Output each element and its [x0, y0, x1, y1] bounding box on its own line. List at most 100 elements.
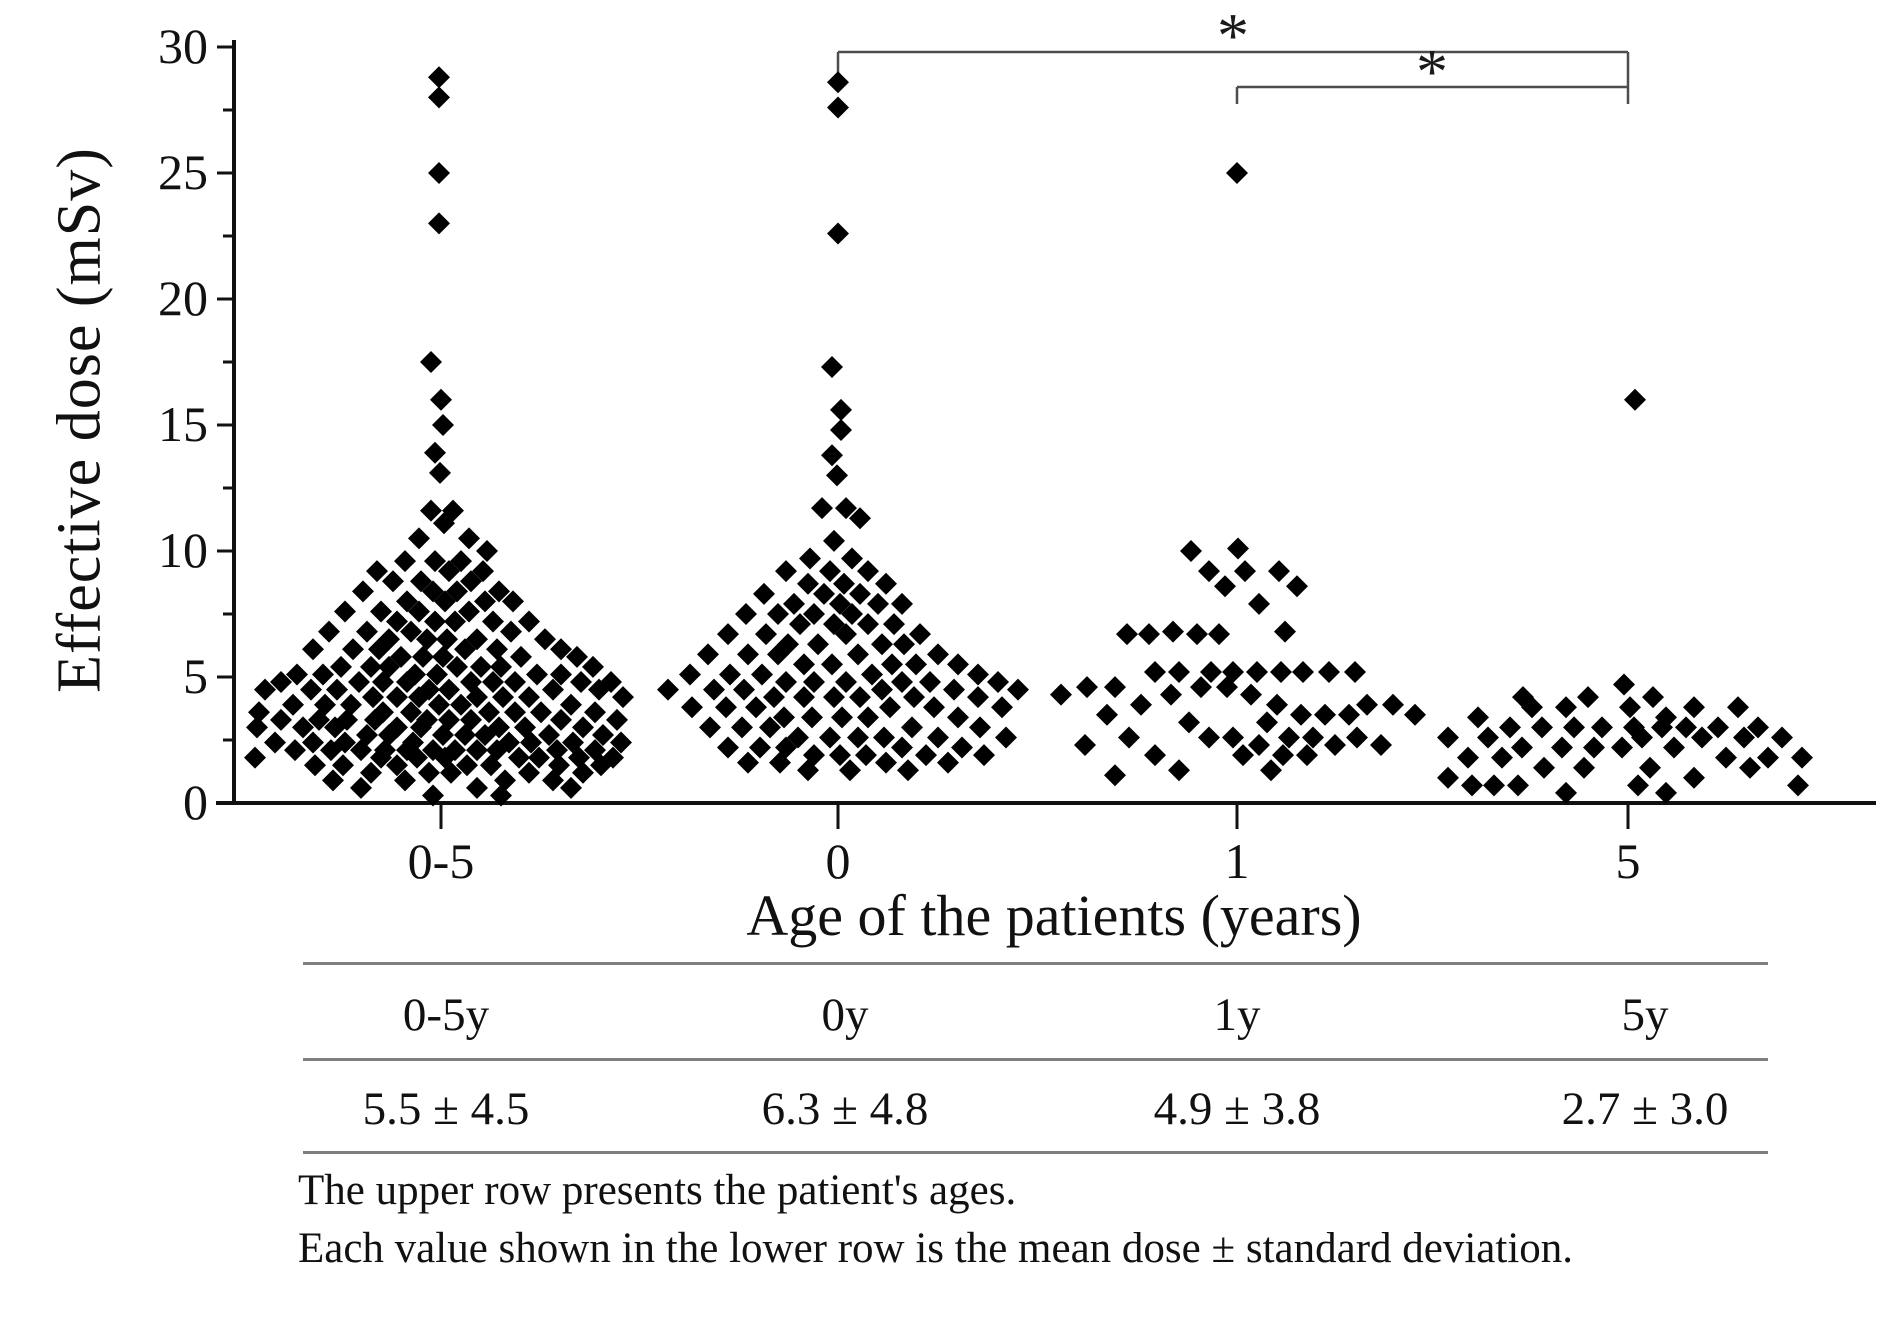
data-point-diamond — [526, 663, 548, 686]
data-point-diamond — [1302, 726, 1324, 749]
data-point-diamond — [318, 620, 340, 643]
data-point-diamond — [733, 678, 755, 701]
data-point-diamond — [861, 663, 883, 686]
data-point-diamond — [1324, 734, 1346, 757]
data-point-diamond — [342, 638, 364, 661]
data-point-diamond — [368, 638, 390, 661]
data-point-diamond — [568, 746, 590, 769]
data-point-diamond — [1791, 746, 1813, 769]
data-point-diamond — [901, 716, 923, 739]
data-point-diamond — [472, 560, 494, 583]
data-point-diamond — [1611, 736, 1633, 759]
data-point-diamond — [360, 761, 382, 784]
data-point-diamond — [1246, 660, 1268, 683]
data-point-diamond — [424, 610, 446, 633]
data-point-diamond — [538, 723, 560, 746]
table-mean-cell-0-5y: 5.5 ± 4.5 — [362, 1083, 530, 1135]
data-point-diamond — [967, 663, 989, 686]
data-point-diamond — [775, 560, 797, 583]
y-tick-label-10: 10 — [158, 522, 208, 578]
data-point-diamond — [697, 643, 719, 666]
data-point-diamond — [460, 570, 482, 593]
data-point-diamond — [340, 693, 362, 716]
data-point-diamond — [244, 746, 266, 769]
data-point-diamond — [857, 560, 879, 583]
data-point-diamond — [803, 603, 825, 625]
data-point-diamond — [1007, 678, 1029, 701]
data-point-diamond — [1076, 676, 1098, 699]
data-point-diamond — [1198, 726, 1220, 749]
data-point-diamond — [488, 580, 510, 603]
data-point-diamond — [444, 610, 466, 633]
data-point-diamond — [510, 645, 532, 668]
data-point-diamond — [1200, 660, 1222, 683]
data-point-diamond — [1573, 756, 1595, 779]
data-point-diamond — [364, 708, 386, 731]
data-point-diamond — [366, 560, 388, 583]
data-point-diamond — [528, 746, 550, 769]
data-point-diamond — [386, 686, 408, 709]
data-point-diamond — [412, 645, 434, 668]
data-point-diamond — [973, 744, 995, 767]
footnote-line-2: Each value shown in the lower row is the… — [298, 1225, 1574, 1272]
data-point-diamond — [480, 754, 502, 777]
data-point-diamond — [1733, 726, 1755, 749]
table-rule-middle — [303, 1058, 1768, 1061]
data-point-diamond — [1104, 764, 1126, 787]
data-point-diamond — [433, 512, 455, 535]
data-point-diamond — [454, 723, 476, 746]
data-point-diamond — [826, 464, 848, 487]
data-point-diamond — [438, 560, 460, 583]
data-point-diamond — [1248, 592, 1270, 615]
data-point-diamond — [1739, 756, 1761, 779]
data-point-diamond — [438, 678, 460, 701]
data-point-diamond — [1286, 575, 1308, 598]
data-point-diamond — [1178, 711, 1200, 734]
data-point-diamond — [1050, 683, 1072, 706]
data-point-diamond — [396, 590, 418, 613]
data-point-diamond — [572, 716, 594, 739]
y-tick-label-15: 15 — [158, 396, 208, 452]
data-point-diamond — [400, 620, 422, 643]
data-point-diamond — [751, 663, 773, 686]
data-point-diamond — [1256, 711, 1278, 734]
data-point-diamond — [1591, 716, 1613, 739]
data-point-diamond — [891, 592, 913, 615]
data-point-diamond — [1477, 726, 1499, 749]
data-point-diamond — [1162, 620, 1184, 643]
data-point-diamond — [332, 754, 354, 777]
significance-asterisk-0-vs-5: * — [1217, 0, 1249, 71]
data-point-diamond — [1318, 660, 1340, 683]
data-point-diamond — [482, 610, 504, 633]
data-point-diamond — [560, 693, 582, 716]
data-point-diamond — [1296, 744, 1318, 767]
data-point-diamond — [829, 592, 851, 615]
data-point-diamond — [1290, 703, 1312, 726]
data-point-diamond — [382, 570, 404, 593]
data-point-diamond — [991, 696, 1013, 719]
data-point-diamond — [264, 731, 286, 754]
data-point-diamond — [797, 759, 819, 782]
data-point-diamond — [466, 739, 488, 762]
data-point-diamond — [897, 759, 919, 782]
data-point-diamond — [737, 643, 759, 666]
y-tick-label-0: 0 — [183, 774, 208, 830]
data-point-diamond — [657, 678, 679, 701]
data-point-diamond — [416, 628, 438, 651]
data-point-diamond — [428, 162, 450, 184]
data-point-diamond — [432, 723, 454, 746]
data-point-diamond — [731, 716, 753, 739]
data-point-diamond — [835, 497, 857, 520]
data-point-diamond — [1655, 781, 1677, 804]
data-point-diamond — [1683, 696, 1705, 719]
data-point-diamond — [504, 671, 526, 694]
y-tick-label-25: 25 — [158, 144, 208, 200]
data-point-diamond — [1555, 696, 1577, 719]
data-point-diamond — [827, 71, 849, 94]
data-point-diamond — [378, 723, 400, 746]
data-point-diamond — [530, 701, 552, 724]
data-point-diamond — [1074, 734, 1096, 757]
data-point-diamond — [362, 686, 384, 709]
x-tick-label-0: 0 — [825, 833, 851, 889]
data-point-diamond — [753, 582, 775, 605]
